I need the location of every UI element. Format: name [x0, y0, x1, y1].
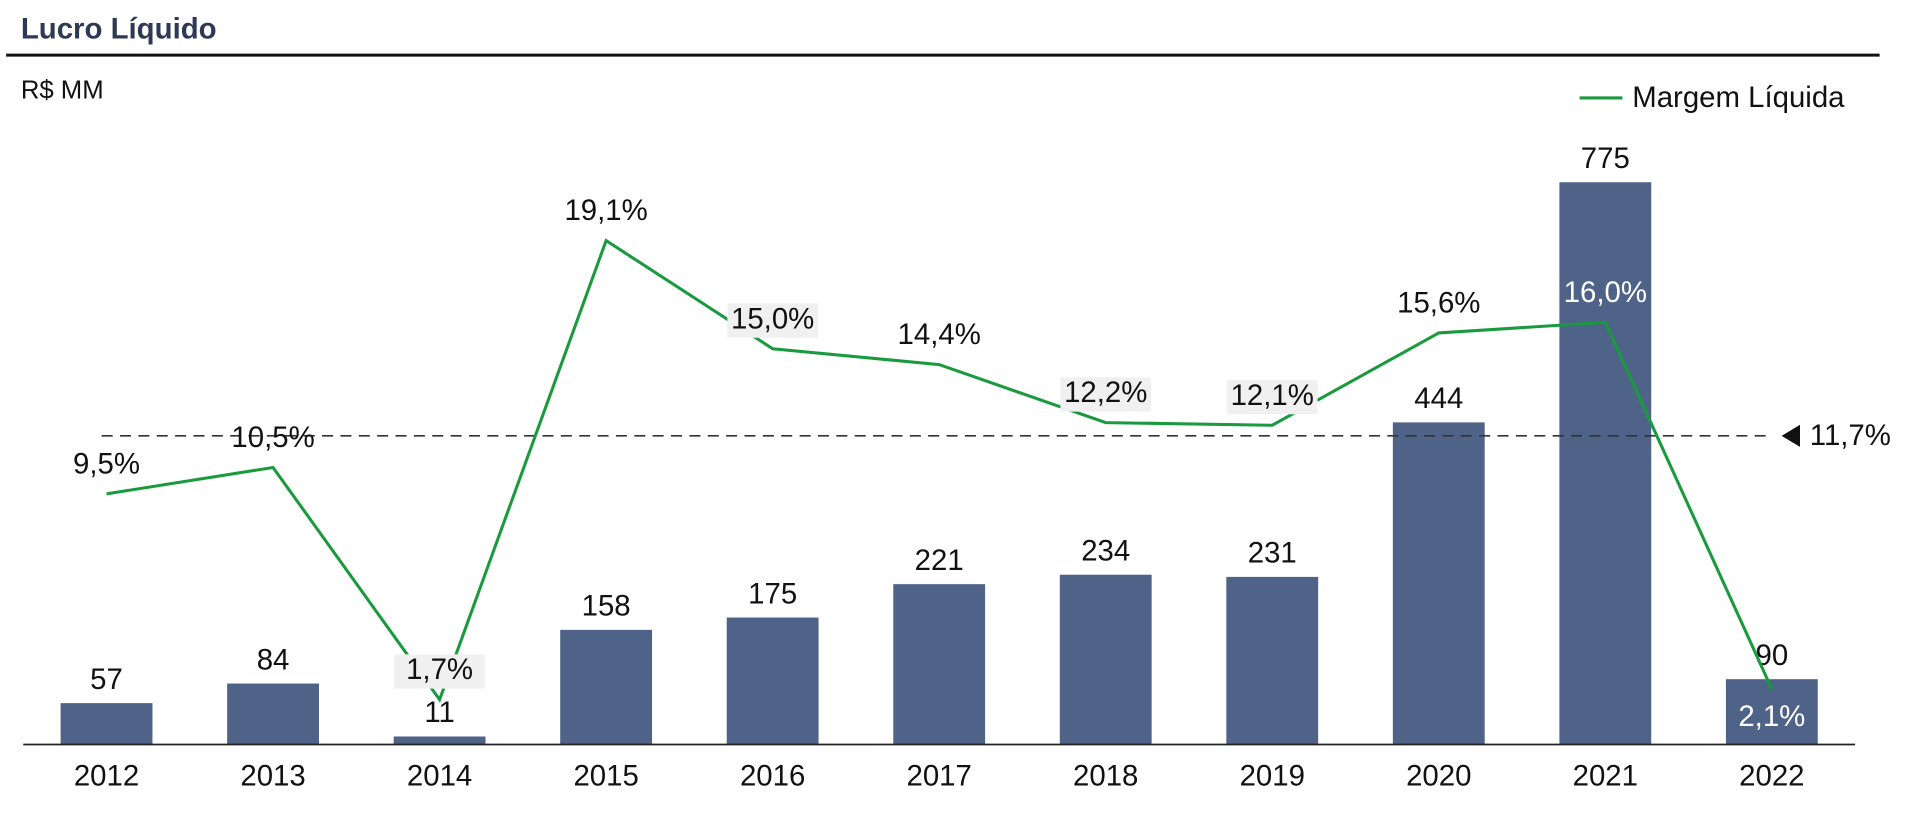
bar-value-label: 57: [90, 663, 123, 696]
bar-value-label: 175: [748, 577, 797, 610]
legend-label: Margem Líquida: [1632, 81, 1845, 114]
x-tick-label: 2020: [1406, 759, 1471, 792]
line-value-label: 15,6%: [1397, 287, 1480, 320]
bar: [1226, 576, 1319, 745]
line-value-label: 12,2%: [1064, 376, 1147, 409]
bar-value-label: 444: [1414, 382, 1463, 415]
bar-value-label: 158: [582, 590, 631, 623]
reference-marker: [1781, 424, 1800, 447]
x-tick-label: 2016: [740, 759, 805, 792]
x-tick-label: 2021: [1573, 759, 1638, 792]
reference-label: 11,7%: [1810, 419, 1891, 452]
bar: [726, 617, 819, 745]
line-value-label: 12,1%: [1231, 379, 1314, 412]
bar: [60, 703, 153, 745]
x-tick-label: 2015: [573, 759, 638, 792]
x-tick-label: 2013: [240, 759, 305, 792]
x-tick-label: 2014: [407, 759, 472, 792]
bar: [1392, 422, 1485, 745]
bar: [1059, 574, 1152, 745]
bar: [227, 683, 319, 745]
line-value-label: 15,0%: [731, 302, 814, 335]
label-background: [727, 303, 818, 338]
bar: [560, 629, 653, 745]
bar: [893, 584, 986, 745]
line-value-label: 19,1%: [564, 194, 647, 227]
x-tick-label: 2019: [1240, 759, 1305, 792]
bar: [1559, 182, 1652, 745]
line-value-label: 14,4%: [898, 318, 981, 351]
label-background: [1226, 379, 1318, 415]
bar: [1725, 679, 1818, 745]
line-value-label: 2,1%: [1738, 700, 1805, 733]
bar-value-label: 231: [1248, 537, 1297, 570]
x-tick-label: 2018: [1073, 759, 1138, 792]
line-value-label: 16,0%: [1564, 276, 1647, 309]
x-tick-label: 2017: [907, 759, 972, 792]
margin-line: [106, 238, 1774, 703]
line-value-label: 1,7%: [406, 653, 473, 686]
x-tick-label: 2012: [74, 759, 139, 792]
bar-value-label: 775: [1581, 142, 1630, 175]
line-value-label: 10,5%: [231, 421, 314, 454]
bar-value-label: 84: [257, 643, 290, 676]
chart-title: Lucro Líquido: [21, 12, 217, 45]
bar: [393, 736, 486, 745]
bar-value-label: 234: [1081, 534, 1130, 567]
unit-label: R$ MM: [21, 77, 104, 105]
label-background: [394, 654, 485, 689]
x-tick-label: 2022: [1739, 759, 1804, 792]
line-value-label: 9,5%: [73, 447, 140, 480]
label-background: [1060, 377, 1152, 412]
bar-value-label: 221: [915, 544, 964, 577]
